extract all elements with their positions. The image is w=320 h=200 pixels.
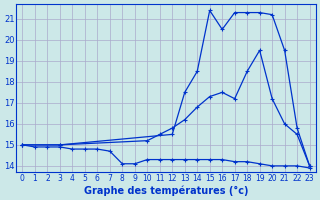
- X-axis label: Graphe des températures (°c): Graphe des températures (°c): [84, 185, 248, 196]
